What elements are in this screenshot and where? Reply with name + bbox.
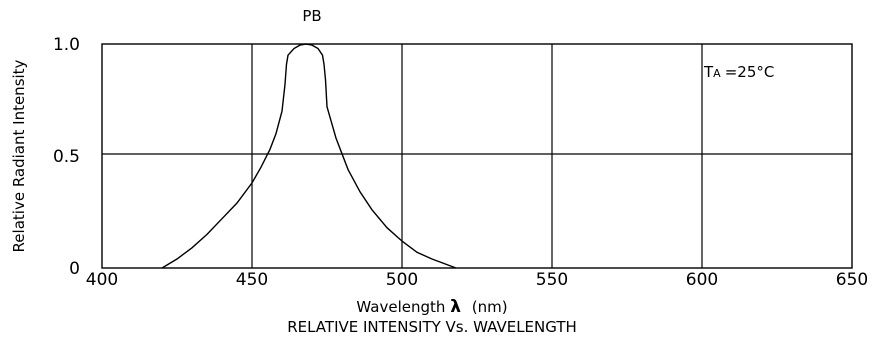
temperature-annotation: TA =25°C [703, 63, 774, 81]
x-axis-label-symbol: λ [450, 297, 461, 317]
x-tick-label-500: 500 [386, 270, 418, 290]
plot-frame [101, 43, 853, 269]
y-tick-label-0: 0 [69, 259, 80, 279]
y-tick-label-0-5: 0.5 [53, 147, 80, 167]
x-tick-label-650: 650 [836, 270, 868, 290]
x-axis-label-text: Wavelength [356, 298, 445, 316]
annotation-text: =25°C [725, 63, 775, 81]
series-pb-line [161, 43, 457, 269]
y-tick-label-1-0: 1.0 [53, 35, 80, 55]
annotation-prefix: T [703, 63, 714, 81]
annotation-subscript: A [713, 67, 721, 80]
x-axis-label-unit: (nm) [472, 298, 508, 316]
x-axis-label: Wavelength λ (nm) [356, 297, 507, 317]
chart-title: RELATIVE INTENSITY Vs. WAVELENGTH [287, 318, 577, 336]
x-tick-label-550: 550 [536, 270, 568, 290]
x-tick-label-450: 450 [236, 270, 268, 290]
x-tick-label-600: 600 [686, 270, 718, 290]
x-tick-label-400: 400 [86, 270, 118, 290]
series-label: PB [302, 7, 321, 25]
y-axis-label: Relative Radiant Intensity [10, 59, 28, 252]
